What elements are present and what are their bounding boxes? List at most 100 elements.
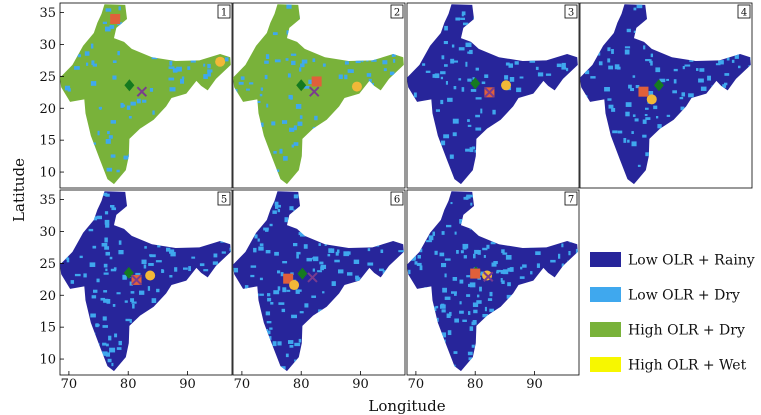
grid-cell	[260, 87, 264, 91]
grid-cell	[116, 169, 120, 173]
grid-cell	[293, 142, 299, 146]
grid-cell	[274, 201, 279, 206]
grid-cell	[136, 98, 141, 104]
grid-cell	[66, 257, 70, 263]
grid-cell	[501, 249, 505, 254]
grid-cell	[413, 92, 417, 98]
grid-cell	[279, 366, 286, 370]
grid-cell	[257, 238, 260, 242]
grid-cell	[707, 75, 711, 81]
marker-diamond	[470, 77, 481, 90]
grid-cell	[334, 259, 340, 263]
grid-cell	[413, 255, 417, 260]
grid-cell	[272, 210, 277, 214]
grid-cell	[250, 274, 255, 278]
grid-cell	[296, 254, 299, 259]
grid-cell	[142, 99, 147, 103]
grid-cell	[650, 53, 654, 58]
panel-number: 5	[221, 195, 227, 206]
grid-cell	[299, 311, 304, 314]
grid-cell	[459, 310, 464, 314]
grid-cell	[465, 148, 470, 152]
grid-cell	[444, 64, 448, 67]
grid-cell	[131, 301, 137, 304]
grid-cell	[484, 306, 487, 312]
grid-cell	[129, 281, 133, 286]
grid-cell	[265, 250, 271, 254]
grid-cell	[111, 375, 114, 380]
grid-cell	[425, 70, 431, 73]
x-tick-label: 80	[120, 377, 137, 392]
grid-cell	[92, 63, 98, 67]
grid-cell	[320, 264, 327, 269]
grid-cell	[103, 298, 109, 303]
grid-cell	[608, 65, 614, 70]
grid-cell	[715, 63, 721, 66]
grid-cell	[383, 68, 387, 72]
grid-cell	[106, 299, 111, 304]
grid-cell	[607, 98, 612, 101]
grid-cell	[519, 276, 525, 279]
grid-cell	[126, 105, 131, 110]
grid-cell	[453, 351, 458, 354]
grid-cell	[441, 332, 447, 338]
grid-cell	[331, 281, 336, 286]
legend-label: High OLR + Dry	[628, 323, 745, 339]
marker-circle	[501, 80, 512, 91]
grid-cell	[454, 318, 459, 323]
grid-cell	[627, 139, 630, 143]
grid-cell	[130, 298, 135, 302]
grid-cell	[84, 51, 90, 56]
grid-cell	[666, 114, 671, 117]
grid-cell	[291, 60, 296, 66]
grid-cell	[443, 41, 448, 45]
grid-cell	[111, 362, 114, 367]
grid-cell	[699, 68, 705, 72]
x-tick-label: 90	[526, 377, 543, 392]
grid-cell	[244, 285, 249, 290]
panel-number-box	[217, 191, 231, 206]
grid-cell	[88, 228, 94, 232]
grid-cell	[453, 60, 459, 63]
marker-circle	[215, 56, 226, 67]
grid-cell	[633, 30, 637, 33]
grid-cell	[111, 207, 117, 211]
grid-cell	[644, 114, 648, 117]
grid-cell	[135, 272, 141, 276]
grid-cell	[416, 262, 422, 266]
legend-label: Low OLR + Rainy	[628, 253, 755, 269]
y-tick-label: 15	[39, 134, 56, 149]
grid-cell	[491, 262, 497, 267]
grid-cell	[440, 99, 444, 105]
panel-number: 2	[394, 8, 400, 19]
grid-cell	[151, 298, 157, 303]
grid-cell	[277, 270, 281, 274]
x-tick-label: 70	[234, 377, 251, 392]
grid-cell	[507, 282, 511, 287]
grid-cell	[474, 149, 477, 153]
grid-cell	[128, 116, 132, 119]
grid-cell	[458, 47, 465, 51]
grid-cell	[643, 45, 646, 50]
grid-cell	[718, 60, 724, 65]
grid-cell	[260, 122, 264, 127]
grid-cell	[469, 282, 476, 288]
grid-cell	[74, 273, 81, 277]
grid-cell	[108, 135, 113, 139]
grid-cell	[648, 91, 654, 96]
grid-cell	[504, 75, 509, 80]
grid-cell	[113, 267, 117, 271]
grid-cell	[107, 358, 112, 363]
grid-cell	[689, 59, 694, 62]
grid-cell	[264, 60, 269, 64]
grid-cell	[368, 78, 372, 84]
panel-number: 6	[394, 195, 400, 206]
grid-cell	[724, 82, 728, 86]
grid-cell	[452, 118, 459, 124]
grid-cell	[673, 79, 677, 84]
grid-cell	[203, 74, 208, 79]
marker-diamond	[124, 79, 135, 92]
grid-cell	[248, 82, 254, 85]
grid-cell	[103, 263, 108, 268]
